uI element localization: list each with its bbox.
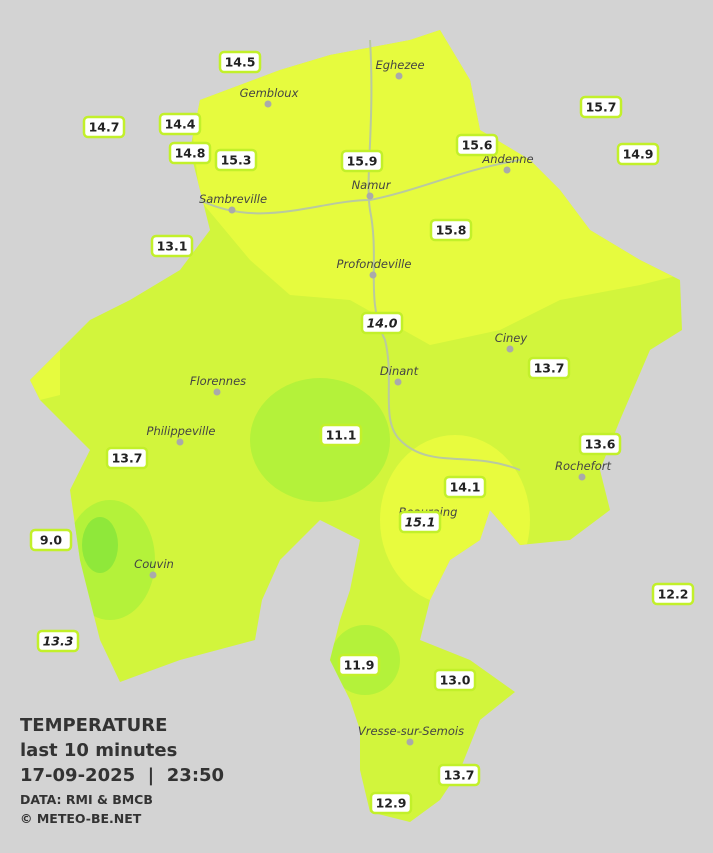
reading-box [579,95,623,119]
town-label: Vresse-sur-Semois [358,724,464,738]
reading-box [360,311,404,335]
reading-box [437,763,481,787]
reading-label: 13.3 [43,634,74,649]
datetime: 17-09-2025 | 23:50 [20,765,224,786]
town-dot [578,473,586,481]
reading-label: 13.1 [157,239,188,254]
town-dot [369,271,377,279]
reading-label: 15.1 [405,515,436,530]
town-label: Profondeville [337,257,412,271]
town-dot [264,100,272,108]
reading-label: 12.9 [376,796,407,811]
reading-label: 13.0 [440,673,471,688]
reading-label: 14.1 [450,480,481,495]
reading-label: 15.9 [347,154,378,169]
reading-box [616,142,660,166]
reading-label: 14.8 [175,146,206,161]
town-dot [228,206,236,214]
towns: EghezeeGemblouxAndenneNamurSambrevillePr… [134,58,612,746]
town-dot [149,571,157,579]
town-label: Sambreville [199,192,267,206]
town-label: Gembloux [240,86,299,100]
reading-box [527,356,571,380]
reading-box [337,653,381,677]
reading-label: 11.1 [326,428,357,443]
town-label: Philippeville [147,424,216,438]
reading-box [158,112,202,136]
reading-box [168,141,212,165]
title: TEMPERATURE [20,715,167,736]
reading-box [218,50,262,74]
reading-label: 14.9 [623,147,654,162]
reading-box [433,668,477,692]
town-dot [395,72,403,80]
reading-box [340,149,384,173]
town-dot [394,378,402,386]
reading-box [105,446,149,470]
reading-label: 13.7 [444,768,475,783]
town-dot [213,388,221,396]
reading-box [429,218,473,242]
reading-label: 15.6 [462,138,493,153]
reading-label: 15.7 [586,100,617,115]
reading-box [369,791,413,815]
reading-box [651,582,695,606]
reading-label: 12.2 [658,587,689,602]
reading-box [398,510,442,534]
reading-box [578,432,622,456]
town-label: Eghezee [375,58,424,72]
reading-label: 15.8 [436,223,467,238]
reading-label: 14.0 [367,316,398,331]
reading-box [443,475,487,499]
town-label: Rochefort [555,459,612,473]
town-label: Namur [352,178,392,192]
reading-label: 11.9 [344,658,375,673]
subtitle: last 10 minutes [20,740,177,761]
reading-box [214,148,258,172]
town-label: Couvin [134,557,174,571]
source: DATA: RMI & BMCB [20,792,153,807]
reading-label: 9.0 [40,533,62,548]
reading-box [150,234,194,258]
reading-label: 14.4 [165,117,196,132]
reading-box [36,629,80,653]
credit: © METEO-BE.NET [20,811,142,826]
reading-label: 13.7 [112,451,143,466]
reading-box [455,133,499,157]
reading-label: 14.7 [89,120,120,135]
town-dot [176,438,184,446]
reading-label: 13.7 [534,361,565,376]
town-dot [506,345,514,353]
town-dot [406,738,414,746]
river [199,159,521,215]
town-label: Dinant [380,364,419,378]
town-dot [503,166,511,174]
reading-label: 15.3 [221,153,252,168]
readings: 14.5 14.7 14.4 14.8 15.3 15.9 15.6 15.7 14.9 13.1… [29,50,695,815]
reading-label: 13.6 [585,437,616,452]
town-label: Florennes [190,374,246,388]
reading-box [29,528,73,552]
reading-box [82,115,126,139]
reading-label: 14.5 [225,55,256,70]
town-dot [366,192,374,200]
reading-box [319,423,363,447]
town-label: Ciney [495,331,528,345]
